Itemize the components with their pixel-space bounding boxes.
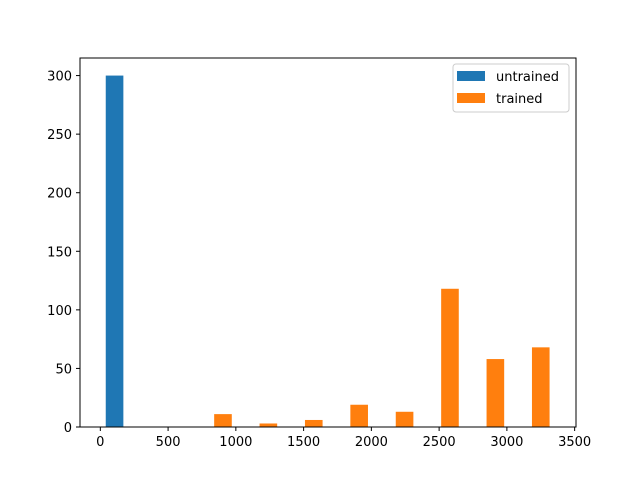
x-tick-label-0: 0 — [96, 435, 104, 450]
legend-label-untrained: untrained — [496, 70, 559, 85]
y-tick-label-200: 200 — [47, 187, 72, 202]
plot-frame — [79, 57, 577, 428]
x-tick-label-3500: 3500 — [558, 435, 591, 450]
x-tick-label-3000: 3000 — [490, 435, 523, 450]
bars-layer — [105, 75, 550, 428]
y-tick-label-100: 100 — [47, 304, 72, 319]
y-tick-label-150: 150 — [47, 245, 72, 260]
x-tick-label-2500: 2500 — [423, 435, 456, 450]
bar-trained-4 — [395, 411, 414, 427]
bar-trained-5 — [441, 288, 459, 427]
legend-label-trained: trained — [496, 92, 543, 107]
legend-swatch-untrained — [457, 71, 485, 81]
bar-trained-6 — [486, 359, 505, 427]
x-tick-label-1500: 1500 — [287, 435, 320, 450]
x-tick-label-500: 500 — [156, 435, 181, 450]
bar-trained-1 — [259, 423, 278, 427]
y-axis-ticks: 0 50 100 150 200 250 300 — [47, 70, 80, 436]
bar-trained-3 — [350, 404, 368, 427]
bar-trained-2 — [304, 419, 323, 427]
axes-frame — [79, 57, 577, 428]
x-tick-label-2000: 2000 — [355, 435, 388, 450]
bar-trained-0 — [214, 414, 232, 427]
y-tick-label-50: 50 — [55, 362, 72, 377]
y-tick-label-250: 250 — [47, 128, 72, 143]
legend-swatch-trained — [457, 93, 485, 103]
legend: untrained trained — [452, 63, 570, 113]
y-tick-label-0: 0 — [64, 421, 72, 436]
bar-untrained-0 — [105, 75, 124, 428]
bar-trained-7 — [531, 347, 550, 427]
y-tick-label-300: 300 — [47, 70, 72, 85]
x-tick-label-1000: 1000 — [219, 435, 252, 450]
x-axis-ticks: 0 500 1000 1500 2000 2500 3000 3500 — [96, 427, 591, 450]
